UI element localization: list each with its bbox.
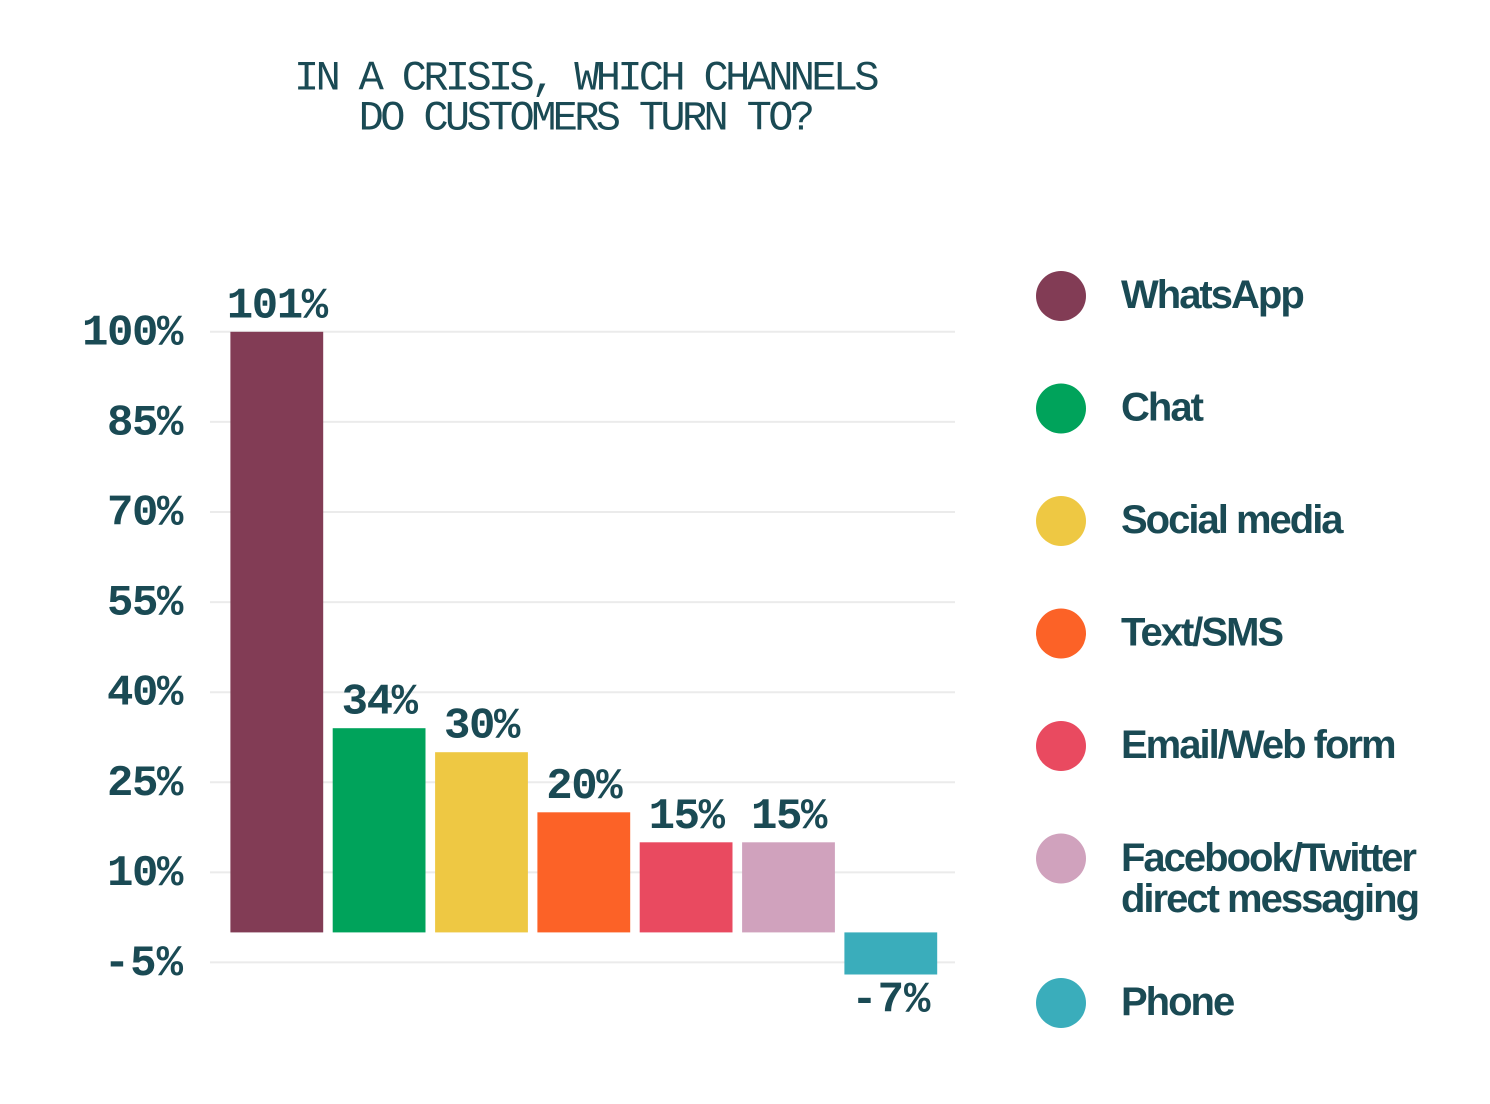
svg-text:Chat: Chat (1121, 386, 1204, 430)
svg-text:Text/SMS: Text/SMS (1121, 611, 1283, 655)
svg-text:Facebook/Twitter: Facebook/Twitter (1121, 836, 1416, 880)
svg-text:20%: 20% (546, 762, 623, 812)
svg-text:-7%: -7% (851, 975, 931, 1025)
svg-text:34%: 34% (342, 678, 419, 728)
svg-text:WhatsApp: WhatsApp (1121, 273, 1303, 317)
svg-text:25%: 25% (107, 759, 184, 809)
svg-text:100%: 100% (82, 308, 184, 358)
svg-text:IN A CRISIS, WHICH CHANNELS: IN A CRISIS, WHICH CHANNELS (294, 55, 878, 103)
svg-text:15%: 15% (649, 792, 726, 842)
svg-text:DO CUSTOMERS TURN TO?: DO CUSTOMERS TURN TO? (359, 95, 812, 143)
svg-text:direct messaging: direct messaging (1121, 877, 1418, 921)
svg-text:Social media: Social media (1121, 498, 1344, 542)
svg-text:101%: 101% (227, 281, 329, 331)
svg-text:30%: 30% (444, 702, 521, 752)
svg-text:55%: 55% (107, 579, 184, 629)
svg-text:Email/Web form: Email/Web form (1121, 723, 1395, 767)
svg-text:Phone: Phone (1121, 980, 1234, 1024)
svg-text:40%: 40% (107, 669, 184, 719)
svg-text:10%: 10% (107, 849, 184, 899)
svg-text:85%: 85% (107, 398, 184, 448)
svg-text:15%: 15% (751, 792, 828, 842)
svg-text:70%: 70% (107, 489, 184, 539)
svg-text:-5%: -5% (104, 939, 184, 989)
